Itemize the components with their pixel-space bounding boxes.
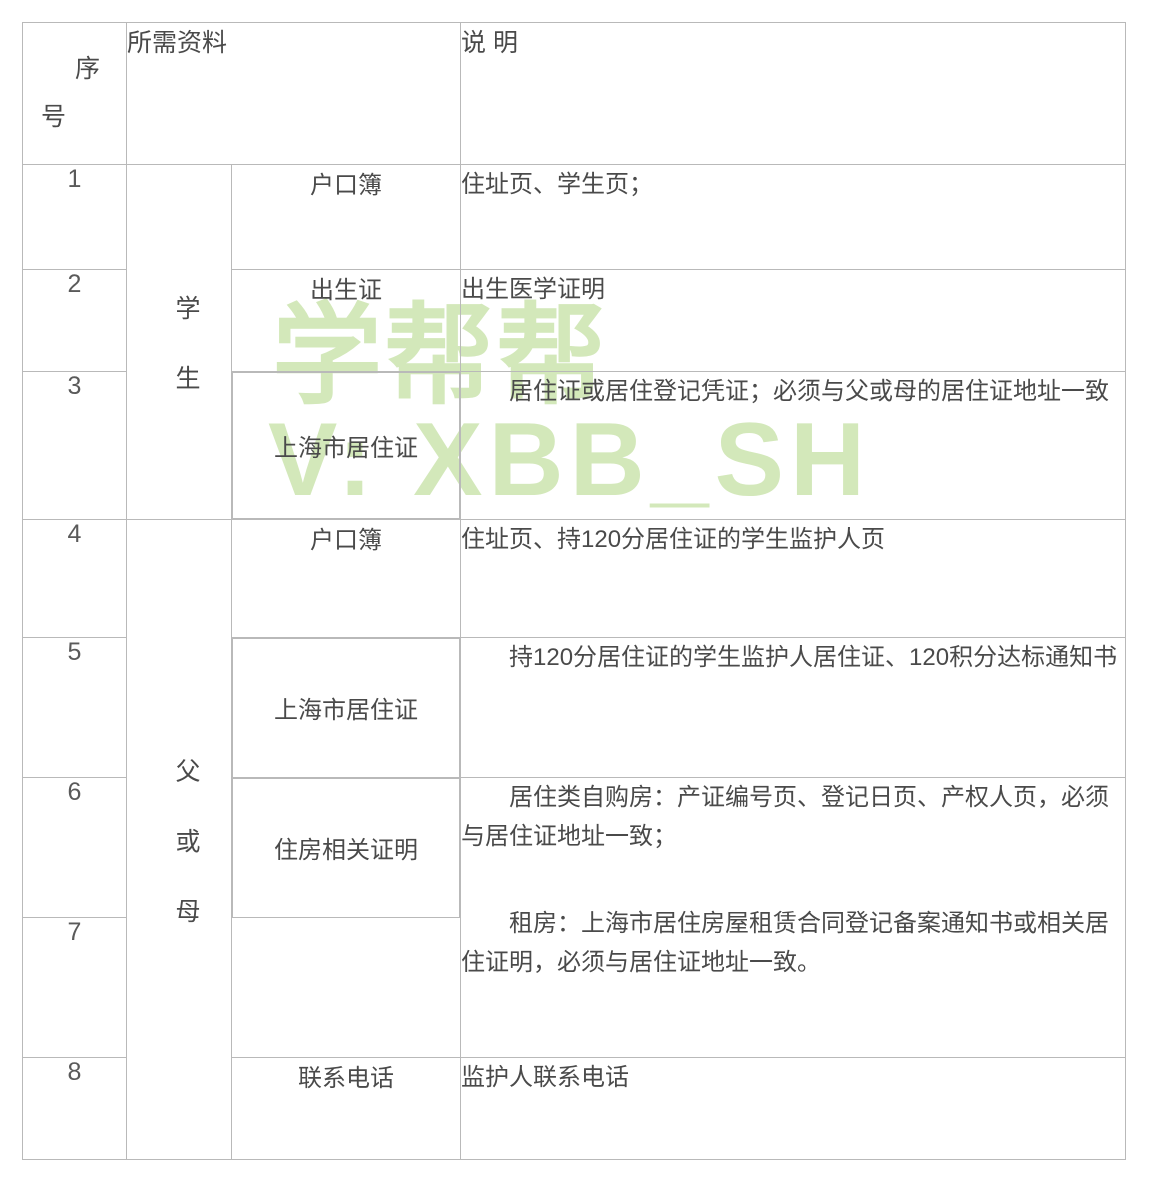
header-seq-char-2: 号: [41, 103, 67, 131]
row-seq-3: 3: [22, 371, 127, 520]
group-char: 或: [175, 827, 201, 856]
table-row: 5 上海市居住证 持120分居住证的学生监护人居住证、120积分达标通知书: [22, 637, 1127, 778]
group-cell-parent: 父 或 母: [126, 519, 232, 1160]
row-seq-7: 7: [22, 917, 127, 1058]
table-row: 1 学 生 户口簿 住址页、学生页；: [22, 164, 1127, 520]
row-seq-1: 1: [22, 164, 127, 270]
row-seq-8: 8: [22, 1057, 127, 1160]
group-label-parent-vertical: 父 或 母: [127, 520, 231, 1159]
header-cell-seq: 序 号: [22, 22, 127, 165]
group-char: 学: [175, 295, 201, 323]
description-5: 持120分居住证的学生监护人居住证、120积分达标通知书: [460, 637, 1127, 778]
table-row: 7: [22, 917, 1126, 1058]
group-char: 生: [175, 365, 201, 393]
required-materials-table: 序 号 所需资料 说 明 1 学 生 户口簿 住址页、学生页；: [22, 22, 1127, 1160]
material-name-5: 上海市居住证: [232, 638, 461, 778]
description-3: 居住证或居住登记凭证；必须与父或母的居住证地址一致: [460, 371, 1127, 520]
material-name-6: 住房相关证明: [232, 777, 461, 918]
material-name-8: 联系电话: [230, 1057, 462, 1160]
group-label-student-vertical: 学 生: [127, 165, 231, 519]
description-6: 居住类自购房：产证编号页、登记日页、产权人页，必须与居住证地址一致； 租房：上海…: [460, 777, 1127, 1058]
header-cell-description: 说 明: [460, 22, 1127, 165]
description-1: 住址页、学生页；: [460, 164, 1127, 270]
group-char: 父: [175, 757, 201, 786]
description-6-paragraph-1: 居住类自购房：产证编号页、登记日页、产权人页，必须与居住证地址一致；: [461, 784, 1110, 851]
table-row: 2 出生证 出生医学证明: [22, 269, 1127, 372]
row-seq-5: 5: [22, 637, 127, 778]
description-2: 出生医学证明: [460, 269, 1127, 372]
row-seq-4: 4: [22, 519, 127, 638]
table-row: 6 住房相关证明 居住类自购房：产证编号页、登记日页、产权人页，必须与居住证地址…: [22, 777, 1127, 1058]
table-header-row: 序 号 所需资料 说 明: [22, 22, 1127, 165]
header-seq-char-1: 序: [75, 55, 101, 83]
group-cell-student: 学 生: [126, 164, 232, 520]
material-name-1: 户口簿: [230, 164, 462, 270]
description-6-paragraph-2: 租房：上海市居住房屋租赁合同登记备案通知书或相关居住证明，必须与居住证地址一致。: [461, 910, 1110, 977]
description-8: 监护人联系电话: [460, 1057, 1127, 1160]
material-name-4: 户口簿: [230, 519, 462, 638]
row-seq-6: 6: [22, 777, 127, 918]
description-4: 住址页、持120分居住证的学生监护人页: [460, 519, 1127, 638]
row-seq-2: 2: [22, 269, 127, 372]
table-row: 8 联系电话 监护人联系电话: [22, 1057, 1127, 1160]
header-cell-material: 所需资料: [125, 22, 462, 165]
group-char: 母: [175, 897, 201, 926]
table-row: 4 父 或 母 户口簿 住址页、持120分居住证的学生监护人页: [22, 519, 1127, 1160]
material-name-2: 出生证: [230, 269, 462, 372]
material-name-3: 上海市居住证: [232, 372, 461, 519]
